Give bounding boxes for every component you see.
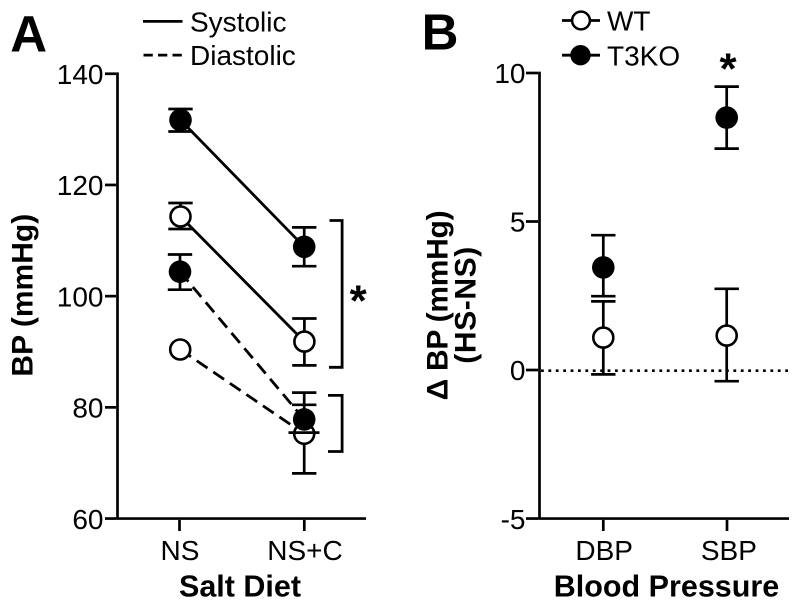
svg-text:Diastolic: Diastolic [190, 40, 296, 71]
svg-text:Δ BP (mmHg): Δ BP (mmHg) [422, 210, 455, 400]
svg-text:*: * [350, 277, 368, 326]
svg-text:NS: NS [161, 535, 200, 566]
svg-text:Systolic: Systolic [190, 7, 286, 38]
svg-text:(HS-NS): (HS-NS) [450, 247, 483, 364]
svg-text:-5: -5 [501, 504, 526, 535]
svg-text:Blood Pressure: Blood Pressure [554, 570, 779, 604]
svg-text:T3KO: T3KO [607, 40, 680, 71]
svg-text:Salt Diet: Salt Diet [179, 570, 301, 604]
svg-text:SBP: SBP [701, 535, 757, 566]
svg-text:10: 10 [494, 58, 525, 89]
svg-text:A: A [10, 6, 47, 63]
svg-text:WT: WT [607, 6, 651, 37]
svg-text:NS+C: NS+C [267, 535, 342, 566]
svg-text:60: 60 [72, 504, 103, 535]
svg-text:140: 140 [57, 59, 104, 90]
svg-text:120: 120 [57, 170, 104, 201]
svg-text:*: * [719, 45, 737, 94]
svg-text:BP (mmHg): BP (mmHg) [6, 214, 39, 377]
svg-text:DBP: DBP [575, 535, 633, 566]
svg-text:B: B [422, 4, 459, 61]
svg-text:100: 100 [57, 281, 104, 312]
svg-text:80: 80 [72, 393, 103, 424]
svg-text:5: 5 [510, 207, 526, 238]
svg-text:0: 0 [510, 355, 526, 386]
